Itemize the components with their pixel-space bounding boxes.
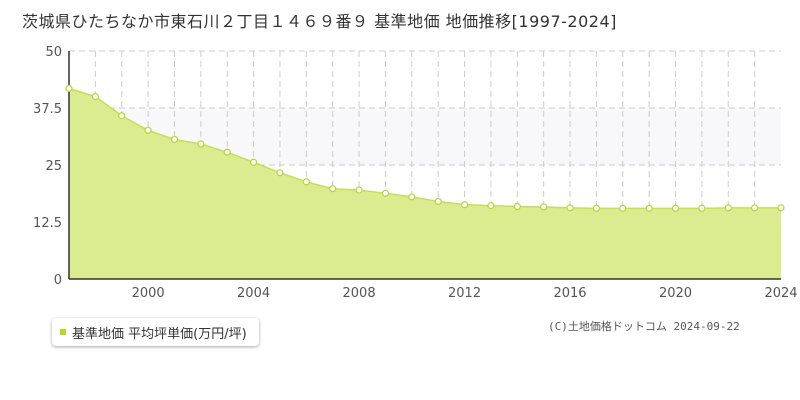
data-point [223,148,231,156]
chart-title: 茨城県ひたちなか市東石川２丁目１４６９番９ 基準地価 地価推移[1997-202… [22,12,617,31]
data-point [355,186,363,194]
data-point [619,204,627,212]
area-layer [68,87,781,279]
data-point [671,204,680,212]
legend-label: 基準地価 平均坪単価(万円/坪) [72,326,247,342]
x-tick-label: 2012 [448,286,481,301]
data-point [460,201,469,209]
data-point [777,204,785,212]
data-point [592,204,601,212]
data-point [540,203,548,211]
x-tick-label: 2024 [764,286,797,301]
marker-layer [65,84,785,212]
data-point [724,204,732,212]
legend: 基準地価 平均坪単価(万円/坪) [52,318,259,346]
data-point [249,158,258,166]
x-tick-label: 2008 [343,286,376,301]
y-tick-label: 25 [45,159,62,174]
tick-label-layer: 0 12.5 25 37.5 50 2000 2004 2008 2012 2016 2020 202… [33,45,798,301]
y-tick-label: 0 [54,273,62,288]
credit-text: (C)土地価格ドットコム 2024-09-22 [548,320,740,333]
data-point [197,140,205,148]
data-point [513,202,521,211]
y-tick-label: 12.5 [33,216,62,231]
legend-swatch-icon [60,329,66,335]
data-point [302,178,310,186]
data-point [381,189,390,197]
data-point [276,169,284,177]
data-point [751,204,759,212]
series-line [68,87,781,210]
data-point [645,204,653,212]
x-tick-label: 2004 [237,286,270,301]
data-point [434,197,442,206]
data-point [144,126,152,134]
data-point [566,204,574,212]
data-point [91,92,99,101]
area-fill [69,88,781,279]
y-tick-label: 50 [45,45,62,60]
data-point [65,84,73,92]
x-tick-label: 2020 [659,286,692,301]
data-point [118,112,126,120]
data-point [487,201,495,210]
y-tick-label: 37.5 [33,102,62,117]
data-point [329,185,337,193]
x-tick-label: 2016 [553,286,586,301]
x-tick-label: 2000 [132,286,165,301]
data-point [408,193,416,201]
data-point [698,204,706,212]
data-point [170,135,179,144]
